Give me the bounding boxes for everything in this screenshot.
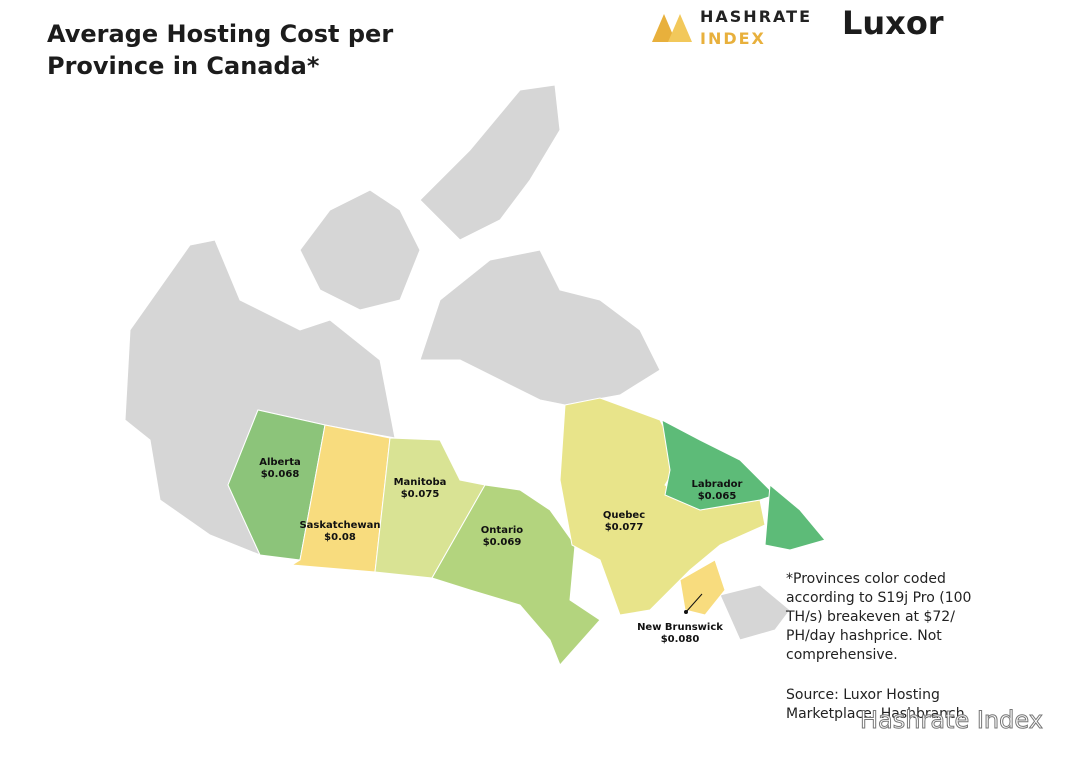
province: [661, 419, 776, 511]
hashrate-logo: HASHRATE INDEX: [700, 6, 812, 50]
province-cost: $0.069: [483, 537, 522, 548]
logo-text: INDEX: [700, 29, 766, 48]
source: Source: Luxor Hosting Marketplace, Hashb…: [786, 687, 965, 722]
province: [431, 484, 601, 666]
logo-text: HASHRATE: [700, 7, 812, 26]
logo-icon: [652, 14, 676, 42]
province: [290, 424, 391, 573]
province-name: New Brunswick: [637, 622, 723, 633]
province: [764, 484, 826, 551]
pointer-dot: [684, 610, 688, 614]
province-cost: $0.080: [661, 634, 700, 645]
region: [719, 584, 791, 641]
province-name: Labrador: [692, 479, 743, 490]
luxor-logo: Luxor: [842, 4, 944, 42]
region: [419, 249, 661, 406]
province: [227, 409, 326, 561]
note: *Provinces color coded according to S19j…: [786, 571, 972, 663]
province-name: Manitoba: [394, 477, 447, 488]
province-cost: $0.077: [605, 522, 644, 533]
province-cost: $0.065: [698, 491, 737, 502]
province-name: Saskatchewan: [299, 520, 380, 531]
pointer: [685, 593, 703, 613]
province-cost: $0.075: [401, 489, 440, 500]
province-name: Quebec: [603, 510, 645, 521]
province-cost: $0.08: [324, 532, 356, 543]
watermark: Hashrate Index: [860, 706, 1044, 735]
logo-icon: [668, 14, 692, 42]
province-name: Ontario: [481, 525, 524, 536]
province-cost: $0.068: [261, 469, 300, 480]
province: [679, 559, 726, 616]
region: [299, 189, 421, 311]
title: Average Hosting Cost per Province in Can…: [47, 20, 394, 80]
province: [559, 397, 766, 616]
region: [419, 84, 561, 241]
province-name: Alberta: [259, 457, 301, 468]
